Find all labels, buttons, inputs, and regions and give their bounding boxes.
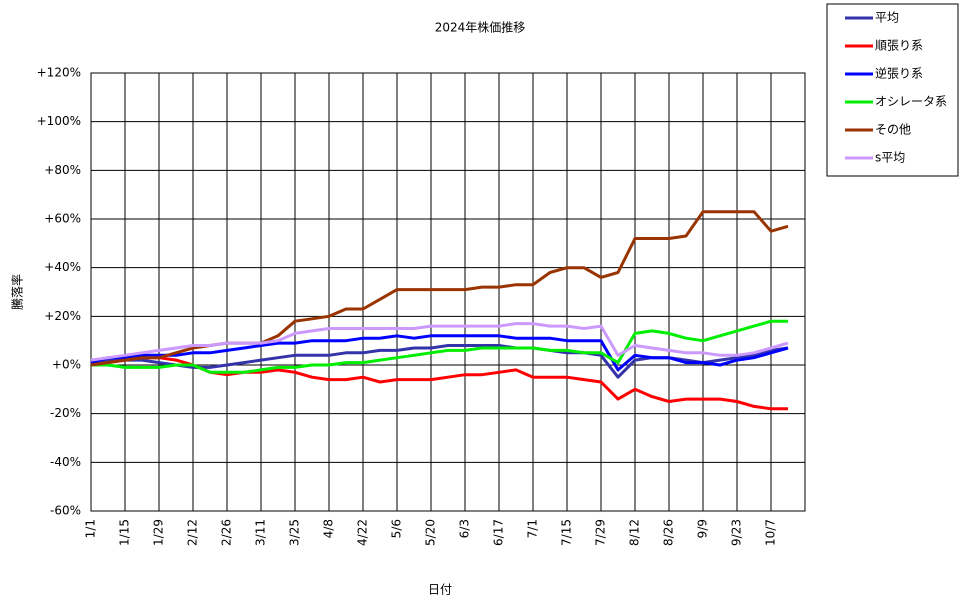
series-line: [90, 334, 789, 372]
y-tick-label: -60%: [50, 504, 81, 518]
x-tick-label: 9/23: [730, 519, 744, 546]
plot-area: [90, 72, 806, 512]
legend-label: その他: [875, 123, 911, 137]
y-tick-label: +100%: [37, 114, 81, 128]
legend-label: s平均: [875, 151, 905, 165]
x-tick-label: 8/12: [628, 519, 642, 546]
x-tick-label: 4/22: [356, 519, 370, 546]
x-tick-label: 8/26: [662, 519, 676, 546]
y-tick-label: +80%: [44, 163, 81, 177]
y-tick-label: +120%: [37, 66, 81, 80]
x-tick-label: 2/26: [220, 519, 234, 546]
legend-box: [826, 3, 959, 177]
chart-title: 2024年株価推移: [435, 20, 526, 35]
y-tick-label: +60%: [44, 212, 81, 226]
x-tick-label: 9/9: [696, 519, 710, 538]
x-tick-label: 3/11: [254, 519, 268, 546]
legend-label: 逆張り系: [875, 66, 923, 81]
x-tick-label: 5/6: [390, 519, 404, 538]
y-tick-label: +20%: [44, 309, 81, 323]
x-tick-label: 1/1: [84, 519, 98, 538]
legend-label: 平均: [875, 11, 899, 25]
x-tick-label: 4/8: [322, 519, 336, 538]
y-tick-label: +40%: [44, 260, 81, 274]
x-tick-label: 7/15: [560, 519, 574, 546]
legend-label: オシレータ系: [875, 95, 947, 109]
x-tick-label: 5/20: [424, 519, 438, 546]
series-line: [90, 322, 789, 362]
x-tick-label: 7/1: [526, 519, 540, 538]
y-tick-label: +0%: [52, 358, 81, 372]
y-tick-label: -40%: [50, 455, 81, 469]
x-tick-label: 1/15: [118, 519, 132, 546]
x-tick-label: 6/17: [492, 519, 506, 546]
x-tick-label: 6/3: [458, 519, 472, 538]
y-tick-label: -20%: [50, 406, 81, 420]
legend-label: 順張り系: [875, 39, 923, 53]
x-tick-label: 3/25: [288, 519, 302, 546]
y-axis-label: 騰落率: [10, 274, 25, 310]
x-tick-label: 2/12: [186, 519, 200, 546]
x-tick-label: 7/29: [594, 519, 608, 546]
x-tick-label: 10/7: [764, 519, 778, 546]
series-line: [91, 319, 788, 374]
x-axis-label: 日付: [428, 583, 452, 597]
x-tick-label: 1/29: [152, 519, 166, 546]
